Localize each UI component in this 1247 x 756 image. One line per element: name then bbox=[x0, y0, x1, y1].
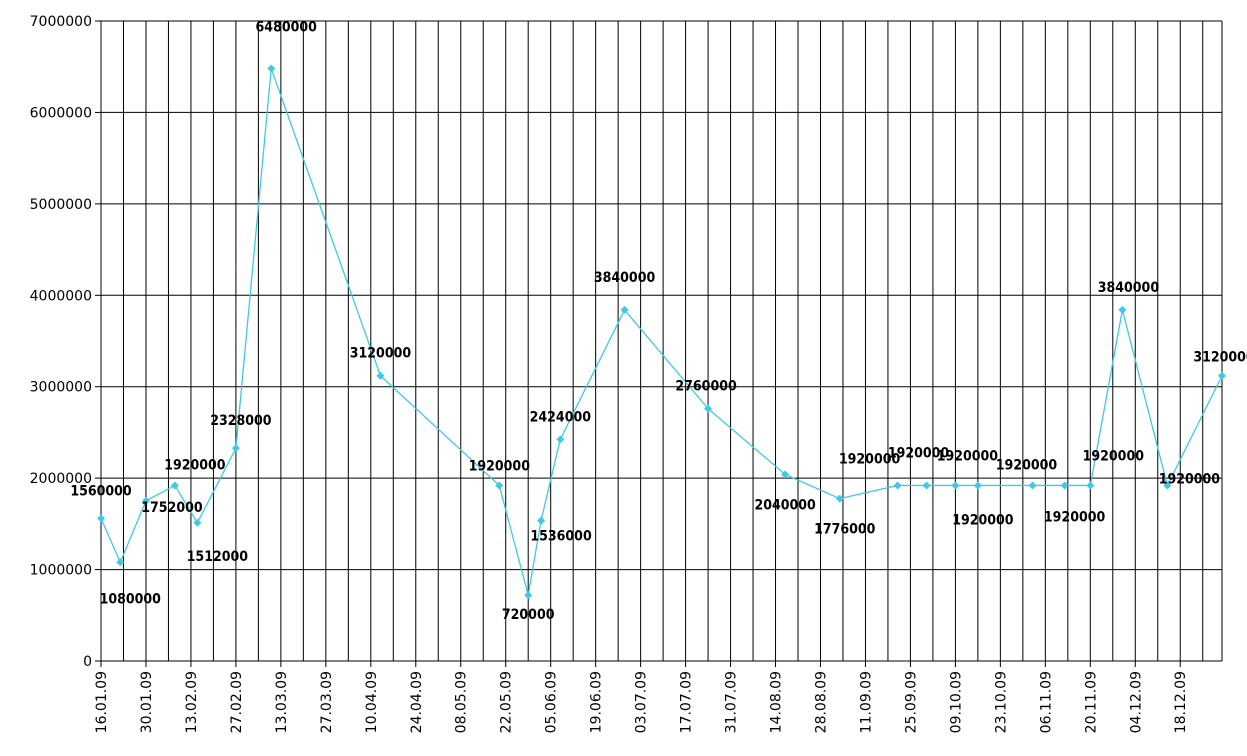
y-tick-labels: 0 1000000 2000000 3000000 4000000 5000000 6000… bbox=[30, 14, 92, 670]
x-tick-label: 28.08.09 bbox=[813, 671, 829, 733]
data-point bbox=[1028, 481, 1037, 490]
data-point bbox=[267, 64, 276, 73]
y-tick-label: 7000000 bbox=[30, 14, 92, 30]
x-tick-label: 13.03.09 bbox=[274, 671, 290, 733]
data-label: 1776000 bbox=[814, 522, 876, 538]
data-point bbox=[524, 591, 533, 600]
data-point bbox=[1118, 305, 1127, 314]
y-tick-label: 6000000 bbox=[30, 105, 92, 121]
data-label: 6480000 bbox=[256, 20, 318, 36]
data-label: 1920000 bbox=[839, 451, 901, 467]
y-tick-label: 4000000 bbox=[30, 288, 92, 304]
x-tick-label: 11.09.09 bbox=[858, 671, 874, 733]
data-point bbox=[495, 481, 504, 490]
data-label: 3840000 bbox=[594, 270, 656, 286]
data-point bbox=[951, 481, 960, 490]
x-tick-label: 18.12.09 bbox=[1173, 671, 1189, 733]
x-tick-label: 14.08.09 bbox=[769, 671, 785, 733]
x-tick-label: 10.04.09 bbox=[364, 671, 380, 733]
data-point bbox=[922, 481, 931, 490]
data-label: 720000 bbox=[502, 607, 555, 623]
data-label: 1752000 bbox=[141, 500, 203, 516]
x-tick-label: 25.09.09 bbox=[903, 671, 919, 733]
data-point bbox=[1060, 481, 1069, 490]
x-tick-label: 05.06.09 bbox=[544, 671, 560, 733]
data-point bbox=[620, 305, 629, 314]
x-tick-label: 06.11.09 bbox=[1038, 671, 1054, 733]
data-point bbox=[893, 481, 902, 490]
data-point bbox=[231, 444, 240, 453]
x-tick-label: 22.05.09 bbox=[499, 671, 515, 733]
data-label: 1512000 bbox=[187, 549, 249, 565]
data-label: 1920000 bbox=[952, 512, 1014, 528]
data-label: 1920000 bbox=[937, 448, 999, 464]
axes bbox=[95, 20, 1222, 667]
data-label: 1920000 bbox=[164, 457, 226, 473]
series bbox=[97, 64, 1226, 600]
y-tick-label: 0 bbox=[83, 654, 92, 670]
data-point bbox=[1218, 371, 1226, 380]
data-label: 2424000 bbox=[530, 409, 592, 425]
data-point bbox=[116, 558, 125, 567]
data-label: 2760000 bbox=[675, 379, 737, 395]
x-tick-label: 09.10.09 bbox=[948, 671, 964, 733]
data-point bbox=[704, 404, 713, 413]
y-tick-label: 5000000 bbox=[30, 197, 92, 213]
x-tick-label: 30.01.09 bbox=[139, 671, 155, 733]
data-label: 1920000 bbox=[469, 458, 531, 474]
x-tick-labels: 16.01.09 30.01.09 13.02.09 27.02.09 13.03.09… bbox=[94, 671, 1189, 733]
x-tick-label: 03.07.09 bbox=[634, 671, 650, 733]
x-tick-label: 19.06.09 bbox=[589, 671, 605, 733]
x-tick-label: 31.07.09 bbox=[724, 671, 740, 733]
data-label: 1920000 bbox=[996, 457, 1058, 473]
data-point bbox=[537, 516, 546, 525]
data-point bbox=[556, 435, 565, 444]
y-tick-label: 2000000 bbox=[30, 471, 92, 487]
x-tick-label: 17.07.09 bbox=[679, 671, 695, 733]
data-label: 1080000 bbox=[100, 591, 162, 607]
data-label: 1920000 bbox=[1159, 471, 1221, 487]
data-point bbox=[170, 481, 179, 490]
data-point bbox=[97, 514, 105, 523]
data-point bbox=[835, 494, 844, 503]
series-line bbox=[100, 68, 1223, 596]
x-tick-label: 27.03.09 bbox=[319, 671, 335, 733]
data-label: 1920000 bbox=[888, 445, 950, 461]
data-point bbox=[781, 470, 790, 479]
data-labels: 1560000 1080000 1752000 1920000 1512000 23280… bbox=[70, 20, 1247, 624]
data-point bbox=[193, 518, 202, 527]
data-label: 1920000 bbox=[1044, 509, 1106, 525]
x-tick-label: 08.05.09 bbox=[454, 671, 470, 733]
data-point bbox=[141, 496, 150, 505]
data-label: 1536000 bbox=[530, 529, 592, 545]
x-tick-label: 16.01.09 bbox=[94, 671, 110, 733]
y-tick-label: 1000000 bbox=[30, 563, 92, 579]
data-point bbox=[1163, 481, 1172, 490]
data-point bbox=[973, 481, 982, 490]
data-label: 1920000 bbox=[1083, 448, 1145, 464]
y-tick-label: 3000000 bbox=[30, 380, 92, 396]
data-point bbox=[1086, 481, 1095, 490]
x-tick-label: 13.02.09 bbox=[184, 671, 200, 733]
data-label: 3120000 bbox=[350, 346, 412, 362]
x-tick-label: 27.02.09 bbox=[229, 671, 245, 733]
x-tick-label: 04.12.09 bbox=[1128, 671, 1144, 733]
data-label: 2328000 bbox=[210, 413, 272, 429]
x-tick-label: 20.11.09 bbox=[1083, 671, 1099, 733]
grid bbox=[101, 20, 1223, 662]
x-tick-label: 24.04.09 bbox=[409, 671, 425, 733]
x-tick-label: 23.10.09 bbox=[993, 671, 1009, 733]
data-point bbox=[376, 371, 385, 380]
data-label: 1560000 bbox=[70, 483, 132, 499]
data-label: 3840000 bbox=[1098, 280, 1160, 296]
data-label: 2040000 bbox=[754, 497, 816, 513]
data-label: 3120000 bbox=[1193, 350, 1247, 366]
